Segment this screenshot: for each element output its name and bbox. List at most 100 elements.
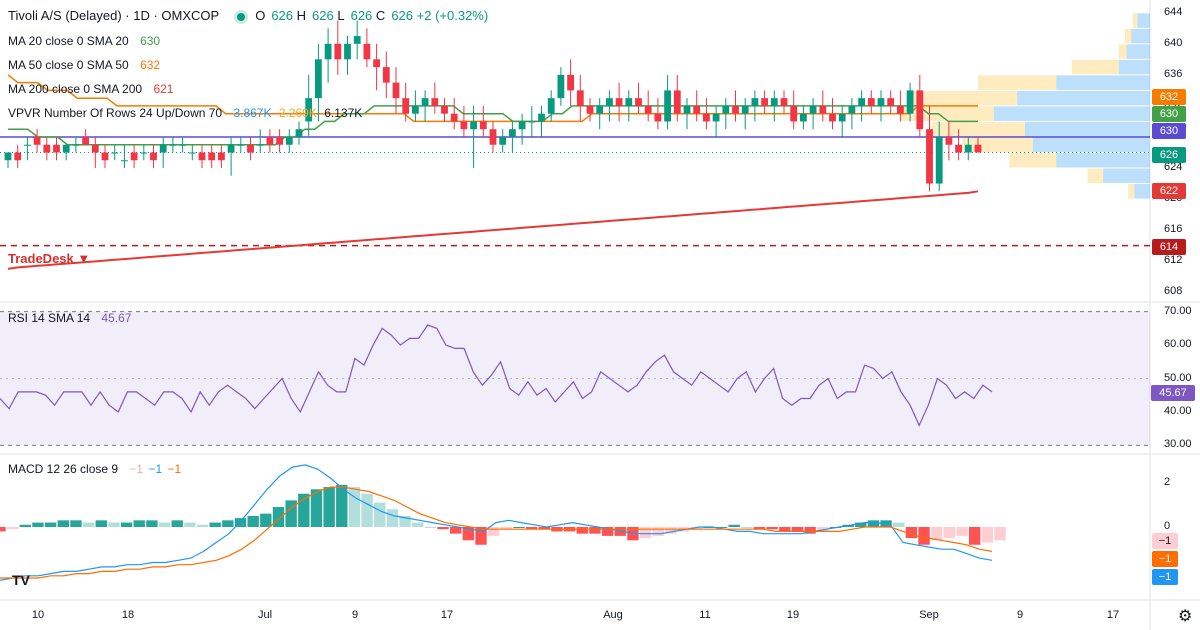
time-tick-label: 17 bbox=[440, 609, 454, 621]
candle bbox=[334, 43, 342, 60]
candle bbox=[82, 136, 89, 145]
vpvr-up-bar bbox=[1056, 75, 1150, 90]
macd-histogram-bar bbox=[6, 527, 19, 530]
tradedesk-broker-label[interactable]: TradeDesk ▼ bbox=[8, 251, 91, 266]
vpvr-total-value: 6.137K bbox=[324, 106, 363, 120]
candle bbox=[72, 144, 80, 146]
price-tag: 630 bbox=[1152, 123, 1186, 139]
candle bbox=[935, 136, 943, 184]
candle bbox=[188, 152, 196, 154]
macd-histogram-bar bbox=[500, 527, 513, 530]
candle bbox=[237, 144, 245, 146]
macd-line bbox=[0, 464, 993, 581]
candle bbox=[557, 74, 565, 99]
ma50-line bbox=[7, 74, 978, 123]
ma20-line bbox=[8, 105, 978, 146]
candle bbox=[576, 90, 584, 106]
candle bbox=[208, 152, 216, 161]
time-tick-label: Sep bbox=[919, 609, 939, 621]
ma50-legend[interactable]: MA 50 close 0 SMA 50 632 bbox=[8, 58, 161, 72]
time-tick-label: 9 bbox=[351, 609, 359, 621]
candle bbox=[838, 113, 846, 122]
candle bbox=[964, 144, 972, 153]
macd-histogram-bar bbox=[424, 527, 437, 528]
candle bbox=[121, 160, 128, 162]
candle bbox=[324, 43, 332, 60]
candle bbox=[150, 152, 157, 161]
macd-legend[interactable]: MACD 12 26 close 9 −1 −1 −1 bbox=[8, 462, 182, 476]
macd-histogram-bar bbox=[753, 527, 766, 530]
vpvr-up-bar bbox=[1056, 153, 1150, 168]
candle bbox=[198, 152, 206, 161]
candle bbox=[654, 113, 662, 122]
candle bbox=[169, 144, 177, 146]
vpvr-legend[interactable]: VPVR Number Of Rows 24 Up/Down 70 3.867K… bbox=[8, 106, 363, 120]
candle bbox=[906, 90, 914, 114]
candle bbox=[470, 121, 477, 130]
ma50-value: 632 bbox=[140, 58, 161, 72]
macd-signal-value: −1 bbox=[167, 462, 182, 476]
candle bbox=[53, 144, 60, 153]
time-tick-label: 17 bbox=[1106, 609, 1120, 621]
macd-histogram-bar bbox=[0, 527, 6, 532]
vpvr-down-bar bbox=[931, 121, 1025, 137]
vpvr-up-bar bbox=[1118, 59, 1150, 75]
macd-histogram-bar bbox=[57, 520, 69, 527]
candle bbox=[538, 113, 545, 122]
vpvr-up-bar bbox=[993, 106, 1150, 121]
rsi-line bbox=[0, 324, 993, 427]
candle bbox=[615, 98, 623, 106]
candle bbox=[945, 136, 953, 145]
candle bbox=[421, 98, 429, 106]
candle bbox=[412, 105, 419, 114]
ma200-line bbox=[7, 190, 979, 270]
macd-histogram-bar bbox=[412, 522, 424, 527]
low-value: 626 bbox=[350, 8, 373, 23]
macd-histogram-bar bbox=[44, 522, 57, 527]
candle bbox=[673, 90, 681, 114]
macd-histogram-bar bbox=[247, 515, 259, 527]
macd-histogram-bar bbox=[437, 527, 449, 530]
macd-histogram-bar bbox=[576, 527, 588, 534]
candle bbox=[402, 98, 410, 114]
candle bbox=[363, 43, 371, 60]
candle bbox=[140, 152, 148, 154]
ohlc-values: O 626 H 626 L 626 C 626 +2 (+0.32%) bbox=[255, 8, 489, 23]
candle bbox=[955, 144, 962, 153]
macd-histogram-bar bbox=[108, 522, 120, 527]
macd-histogram-bar bbox=[184, 522, 196, 527]
macd-tick-label: 2 bbox=[1164, 475, 1171, 488]
candle bbox=[809, 105, 817, 114]
candle bbox=[974, 144, 982, 153]
symbol-title[interactable]: Tivoli A/S (Delayed) · 1D · OMXCOP bbox=[8, 8, 220, 23]
candle bbox=[848, 105, 856, 114]
macd-signal-line bbox=[0, 486, 993, 579]
candle bbox=[722, 105, 730, 114]
macd-histogram-bar bbox=[639, 527, 652, 539]
ma200-legend[interactable]: MA 200 close 0 SMA 200 621 bbox=[8, 82, 174, 96]
candle bbox=[635, 98, 642, 106]
macd-histogram-bar bbox=[146, 520, 158, 527]
candle bbox=[693, 105, 701, 114]
vpvr-up-bar bbox=[1126, 44, 1150, 59]
vpvr-down-bar bbox=[1118, 44, 1127, 59]
high-value: 626 bbox=[312, 8, 334, 23]
rsi-legend[interactable]: RSI 14 SMA 14 45.67 bbox=[8, 311, 132, 325]
settings-gear-icon[interactable]: ⚙ bbox=[1178, 608, 1193, 625]
candle bbox=[528, 121, 536, 123]
candle bbox=[373, 59, 380, 68]
candle bbox=[266, 136, 274, 145]
candle bbox=[509, 129, 516, 137]
macd-histogram-bar bbox=[981, 527, 994, 543]
macd-histogram-bar bbox=[741, 527, 753, 528]
ma20-legend[interactable]: MA 20 close 0 SMA 20 630 bbox=[8, 34, 161, 48]
vpvr-up-bar bbox=[1025, 121, 1150, 137]
candle bbox=[285, 136, 293, 145]
macd-histogram-bar bbox=[779, 527, 791, 532]
candle bbox=[770, 98, 778, 106]
candle bbox=[586, 105, 594, 114]
price-tick-label: 624 bbox=[1164, 161, 1183, 174]
candle bbox=[276, 136, 283, 145]
candle bbox=[344, 43, 351, 60]
